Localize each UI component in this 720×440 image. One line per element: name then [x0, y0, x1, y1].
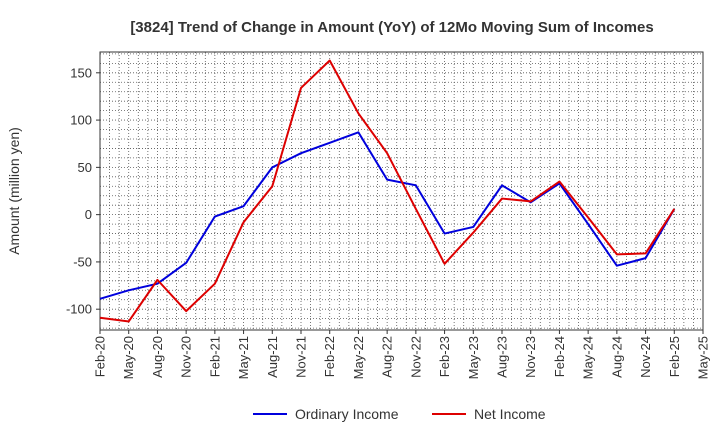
series-line-ordinary-income [99, 131, 676, 300]
x-tick-label: May-22 [351, 336, 366, 379]
x-tick-label: Aug-20 [150, 336, 165, 378]
x-tick-label: Nov-23 [523, 336, 538, 378]
y-tick-label: 100 [70, 113, 92, 128]
y-axis-title: Amount (million yen) [6, 127, 22, 255]
plot-frame [99, 51, 704, 331]
x-tick-label: Feb-20 [93, 336, 108, 377]
x-tick-label: Feb-22 [322, 336, 337, 377]
x-tick-label: Nov-24 [638, 336, 653, 378]
x-tick-label: Feb-25 [667, 336, 682, 377]
legend-label: Net Income [474, 406, 546, 422]
x-tick-label: Nov-20 [179, 336, 194, 378]
x-tick-label: Nov-22 [408, 336, 423, 378]
x-tick-label: Aug-22 [380, 336, 395, 378]
y-tick-label: 0 [85, 207, 92, 222]
x-tick-label: Aug-21 [265, 336, 280, 378]
chart-title: [3824] Trend of Change in Amount (YoY) o… [130, 19, 653, 36]
series-lines [99, 59, 676, 323]
grid [100, 52, 703, 330]
y-tick-label: -50 [73, 254, 92, 269]
y-tick-label: -100 [66, 302, 92, 317]
x-tick-label: May-25 [696, 336, 711, 379]
series-line-net-income [99, 59, 676, 323]
x-tick-label: Aug-24 [609, 336, 624, 378]
x-tick-label: May-23 [466, 336, 481, 379]
x-tick-label: May-24 [581, 336, 596, 379]
x-tick-label: Feb-24 [552, 336, 567, 377]
x-tick-labels: Feb-20 May-20 Aug-20 Nov-20 Feb-21 May-21 Aug-… [93, 336, 711, 379]
x-tick-label: May-20 [121, 336, 136, 379]
axes [96, 51, 704, 334]
y-tick-label: 50 [78, 160, 92, 175]
y-tick-labels: -100 -50 0 50 100 150 [66, 65, 92, 316]
x-tick-label: May-21 [236, 336, 251, 379]
legend: Ordinary Income Net Income [253, 406, 546, 422]
x-tick-label: Nov-21 [294, 336, 309, 378]
x-tick-label: Feb-23 [437, 336, 452, 377]
x-tick-label: Feb-21 [207, 336, 222, 377]
y-tick-label: 150 [70, 65, 92, 80]
x-tick-label: Aug-23 [495, 336, 510, 378]
legend-label: Ordinary Income [295, 406, 399, 422]
